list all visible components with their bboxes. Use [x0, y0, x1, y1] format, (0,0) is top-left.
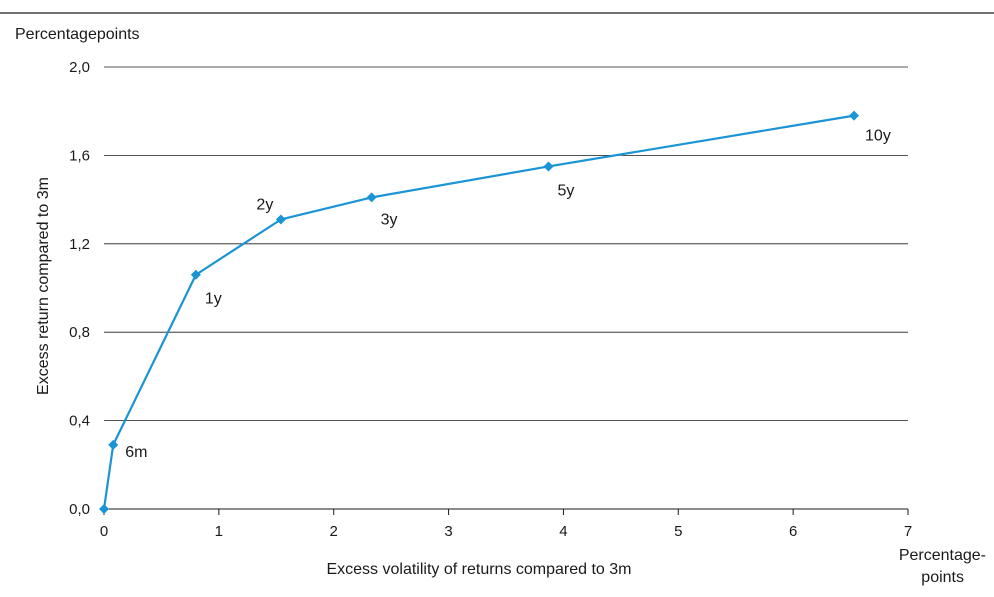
- x-tick-label: 6: [789, 523, 797, 540]
- point-label: 3y: [381, 211, 398, 228]
- point-label: 1y: [205, 291, 222, 308]
- data-point-marker: [99, 504, 109, 514]
- data-point-marker: [190, 269, 201, 280]
- y-ticks: 0,0 0,4 0,8 1,2 1,6 2,0: [69, 59, 90, 518]
- y-tick-label: 1,6: [69, 147, 90, 164]
- x-tick-label: 1: [215, 523, 223, 540]
- data-point-marker: [108, 439, 119, 450]
- series-line-group: [102, 114, 855, 510]
- x-unit-label-line2: points: [921, 569, 964, 586]
- points-group: [99, 110, 860, 514]
- y-tick-label: 0,0: [69, 501, 90, 518]
- x-tick-label: 5: [674, 523, 682, 540]
- y-tick-label: 2,0: [69, 59, 90, 76]
- x-unit-label-line1: Percentage-: [899, 547, 986, 564]
- series-line: [102, 114, 855, 510]
- point-labels-group: 6m 1y 2y 3y 5y 10y: [125, 128, 891, 461]
- x-axis-label: Excess volatility of returns compared to…: [326, 561, 631, 578]
- x-tick-label: 0: [100, 523, 108, 540]
- x-tick-label: 2: [330, 523, 338, 540]
- data-point-marker: [543, 161, 554, 172]
- data-point-marker: [366, 192, 377, 203]
- x-tick-label: 3: [444, 523, 452, 540]
- point-label: 10y: [865, 128, 891, 145]
- point-label: 6m: [125, 444, 147, 461]
- x-ticks: 0 1 2 3 4 5 6 7: [100, 509, 912, 540]
- y-axis-label: Excess return compared to 3m: [35, 177, 52, 395]
- x-tick-label: 4: [559, 523, 567, 540]
- grid: [104, 66, 908, 422]
- y-tick-label: 0,4: [69, 413, 90, 430]
- point-label: 5y: [557, 182, 574, 199]
- point-label: 2y: [256, 196, 273, 213]
- data-point-marker: [275, 214, 286, 225]
- y-unit-label: Percentagepoints: [15, 26, 140, 43]
- y-tick-label: 0,8: [69, 324, 90, 341]
- data-point-marker: [849, 110, 860, 121]
- y-tick-label: 1,2: [69, 236, 90, 253]
- x-tick-label: 7: [904, 523, 912, 540]
